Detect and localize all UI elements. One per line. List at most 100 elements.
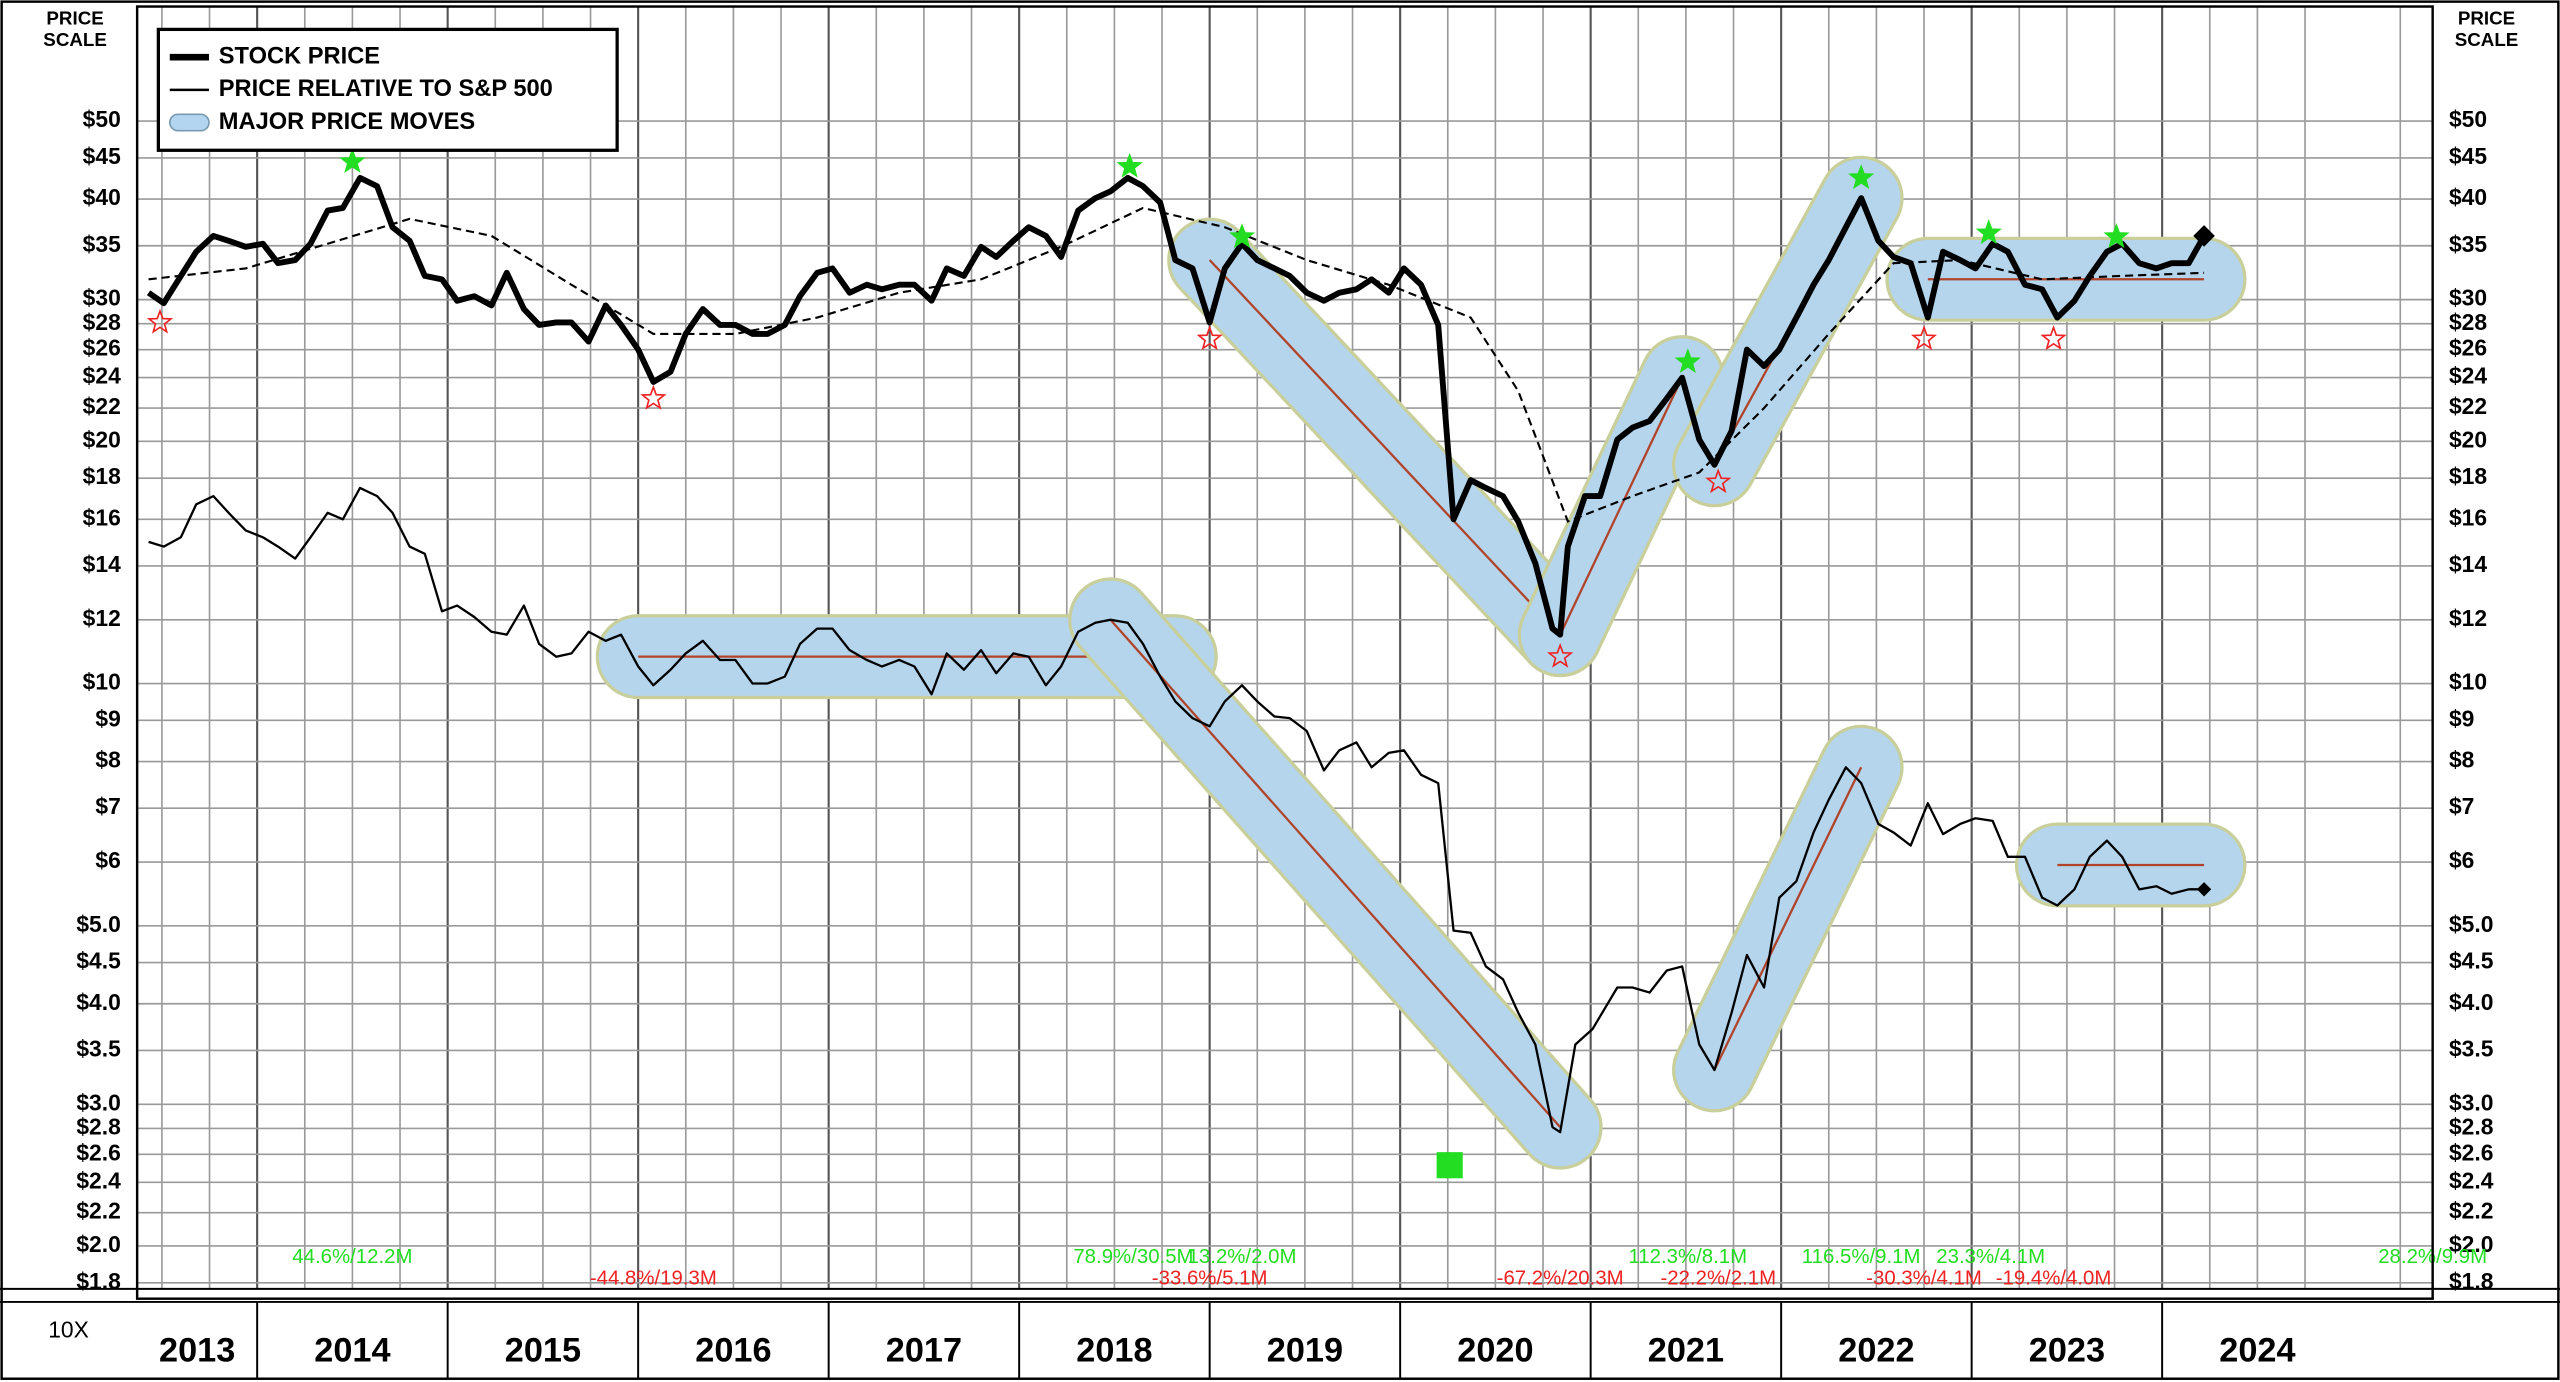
- peak-star: [1228, 223, 1256, 249]
- legend-label: MAJOR PRICE MOVES: [219, 109, 475, 135]
- scale-note: 10X: [48, 1316, 89, 1342]
- move-annotation: -19.4%/4.0M: [1996, 1267, 2112, 1289]
- x-tick-label: 2017: [886, 1332, 962, 1370]
- y-tick-label: $26: [83, 335, 121, 361]
- y-tick-label: $18: [83, 463, 121, 489]
- y-tick-label: $2.2: [76, 1198, 120, 1224]
- trough-star: [1910, 325, 1938, 351]
- move-line: [1109, 619, 1562, 1128]
- y-tick-label: $18: [2449, 463, 2487, 489]
- legend: STOCK PRICE PRICE RELATIVE TO S&P 500 MAJO…: [156, 27, 619, 152]
- y-tick-label: $9: [95, 705, 120, 731]
- y-tick-label: $4.5: [2449, 948, 2494, 974]
- trough-star: [146, 308, 174, 334]
- y-tick-label: $5.0: [76, 911, 120, 937]
- y-tick-label: $7: [2449, 793, 2474, 819]
- series-line: [148, 486, 2205, 1134]
- peak-star: [1116, 152, 1143, 178]
- legend-box: [156, 27, 619, 152]
- move-line: [1208, 259, 1562, 636]
- y-tick-label: $12: [2449, 605, 2487, 631]
- y-tick-label: $2.6: [2449, 1139, 2493, 1165]
- move-annotation: 13.2%/2.0M: [1188, 1246, 1297, 1268]
- y-tick-label: $2.0: [76, 1231, 120, 1257]
- y-tick-label: $12: [83, 605, 121, 631]
- x-tick-label: 2022: [1838, 1332, 1914, 1370]
- y-tick-label: $30: [83, 285, 121, 311]
- move-annotation: 112.3%/8.1M: [1628, 1246, 1747, 1268]
- move-annotation: 44.6%/12.2M: [292, 1246, 412, 1268]
- y-tick-label: $40: [2449, 184, 2487, 210]
- move-annotation: 78.9%/30.5M: [1073, 1246, 1193, 1268]
- peak-star: [2103, 223, 2130, 249]
- trough-star: [1546, 642, 1574, 668]
- peak-star: [1848, 164, 1875, 190]
- y-tick-label: $2.0: [2449, 1231, 2493, 1257]
- legend-label: PRICE RELATIVE TO S&P 500: [219, 76, 553, 102]
- y-tick-label: $4.5: [76, 948, 121, 974]
- y-tick-label: $26: [2449, 335, 2487, 361]
- y-tick-label: $2.2: [2449, 1198, 2493, 1224]
- x-tick-label: 2024: [2219, 1332, 2295, 1370]
- y-tick-label: $40: [83, 184, 121, 210]
- y-tick-label: $14: [83, 551, 121, 577]
- trough-star: [1705, 468, 1732, 494]
- move-annotation: 23.3%/4.1M: [1936, 1246, 2045, 1268]
- x-tick-label: 2020: [1457, 1332, 1533, 1370]
- move-line: [1713, 766, 1863, 1071]
- trough-star: [2040, 325, 2067, 351]
- y-tick-label: $7: [95, 793, 120, 819]
- y-tick-label: $8: [2449, 747, 2475, 773]
- y-tick-label: $30: [2449, 285, 2487, 311]
- y-tick-label: $8: [95, 747, 121, 773]
- y-tick-label: $28: [2449, 309, 2487, 335]
- trough-star: [1196, 325, 1223, 351]
- y-tick-label: $50: [83, 106, 121, 132]
- y-tick-label: $35: [2449, 231, 2487, 257]
- move-annotation: -30.3%/4.1M: [1866, 1267, 1982, 1289]
- moving-average-line: [148, 206, 2205, 523]
- y-tick-label: $24: [2449, 363, 2487, 389]
- x-tick-label: 2014: [314, 1332, 390, 1370]
- y-tick-label: $6: [2449, 847, 2474, 873]
- y-tick-label: $10: [2449, 669, 2487, 695]
- move-annotation: -67.2%/20.3M: [1497, 1267, 1624, 1289]
- move-annotation: 116.5%/9.1M: [1802, 1246, 1921, 1268]
- y-tick-label: $2.4: [76, 1167, 121, 1193]
- legend-label: STOCK PRICE: [219, 43, 380, 69]
- y-tick-label: $2.6: [76, 1139, 120, 1165]
- y-tick-label: $22: [2449, 393, 2487, 419]
- y-tick-label: $9: [2449, 705, 2474, 731]
- price-scale-label: SCALE: [43, 29, 107, 50]
- y-tick-label: $5.0: [2449, 911, 2493, 937]
- y-tick-label: $3.0: [76, 1089, 120, 1115]
- x-tick-label: 2023: [2029, 1332, 2105, 1370]
- y-tick-label: $10: [83, 669, 121, 695]
- y-tick-label: $28: [83, 309, 121, 335]
- y-tick-label: $50: [2449, 106, 2487, 132]
- y-tick-label: $20: [83, 426, 121, 452]
- y-tick-label: $3.5: [76, 1035, 121, 1061]
- y-tick-label: $20: [2449, 426, 2487, 452]
- signal-square: [1436, 1152, 1463, 1179]
- series-line: [146, 174, 2207, 638]
- x-tick-label: 2016: [695, 1332, 771, 1370]
- price-scale-label: PRICE: [46, 8, 103, 29]
- y-tick-label: $2.4: [2449, 1167, 2494, 1193]
- y-tick-label: $16: [2449, 504, 2487, 530]
- trough-star: [640, 384, 667, 410]
- peak-star: [1975, 219, 2002, 245]
- x-tick-label: 2015: [505, 1332, 581, 1370]
- y-tick-label: $35: [83, 231, 121, 257]
- y-tick-label: $3.0: [2449, 1089, 2493, 1115]
- move-line: [1559, 377, 1684, 636]
- move-annotation: -22.2%/2.1M: [1660, 1267, 1776, 1289]
- y-tick-label: $45: [83, 143, 121, 169]
- move-annotation: -33.6%/5.1M: [1152, 1267, 1268, 1289]
- legend-swatch: [168, 113, 210, 132]
